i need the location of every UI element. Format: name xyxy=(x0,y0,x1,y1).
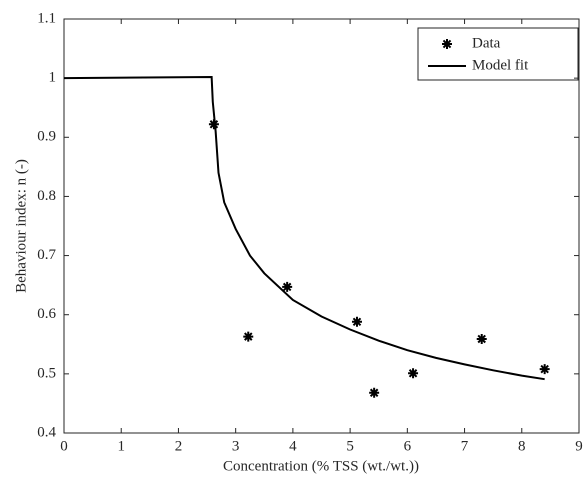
y-tick-label: 0.8 xyxy=(37,188,56,204)
legend-box xyxy=(417,27,579,81)
plot-frame xyxy=(63,18,580,434)
data-point xyxy=(539,364,550,375)
data-point xyxy=(282,281,293,292)
x-tick-label: 5 xyxy=(346,438,354,454)
model-line xyxy=(63,75,545,381)
y-tick-label: 1.1 xyxy=(37,10,56,26)
y-axis-label: Behaviour index: n (-) xyxy=(13,159,29,293)
y-tick-label: 0.4 xyxy=(37,424,56,440)
data-point xyxy=(351,316,362,327)
data-point xyxy=(243,331,254,342)
data-point xyxy=(476,333,487,344)
x-tick-label: 1 xyxy=(117,438,125,454)
y-tick-label: 0.9 xyxy=(37,129,56,145)
x-axis-label: Concentration (% TSS (wt./wt.)) xyxy=(223,458,419,474)
legend-label: Data xyxy=(472,35,501,51)
y-tick-label: 1 xyxy=(49,70,57,86)
x-tick-label: 8 xyxy=(518,438,526,454)
x-tick-label: 4 xyxy=(289,438,297,454)
data-point xyxy=(369,387,380,398)
x-tick-label: 7 xyxy=(461,438,469,454)
data-point xyxy=(208,119,219,130)
data-point xyxy=(408,368,419,379)
x-tick-label: 0 xyxy=(60,438,68,454)
y-tick-label: 0.5 xyxy=(37,365,56,381)
legend-marker xyxy=(442,39,452,49)
x-tick-label: 9 xyxy=(575,438,583,454)
x-tick-label: 3 xyxy=(232,438,240,454)
x-tick-label: 6 xyxy=(404,438,412,454)
legend-label: Model fit xyxy=(472,57,529,73)
y-tick-label: 0.7 xyxy=(37,247,56,263)
x-tick-label: 2 xyxy=(175,438,183,454)
y-tick-label: 0.6 xyxy=(37,306,56,322)
